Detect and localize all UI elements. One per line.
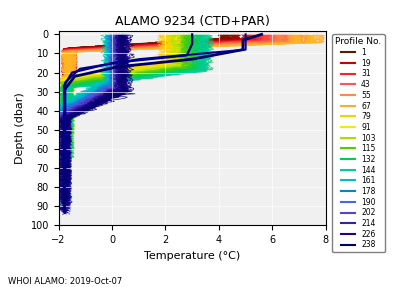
X-axis label: Temperature (°C): Temperature (°C) [144,251,240,261]
Text: WHOI ALAMO: 2019-Oct-07: WHOI ALAMO: 2019-Oct-07 [8,277,122,286]
Legend: 1, 19, 31, 43, 55, 67, 79, 91, 103, 115, 132, 144, 161, 178, 190, 202, 214, 226,: 1, 19, 31, 43, 55, 67, 79, 91, 103, 115,… [332,34,384,253]
Title: ALAMO 9234 (CTD+PAR): ALAMO 9234 (CTD+PAR) [115,15,270,28]
Y-axis label: Depth (dbar): Depth (dbar) [15,92,25,164]
